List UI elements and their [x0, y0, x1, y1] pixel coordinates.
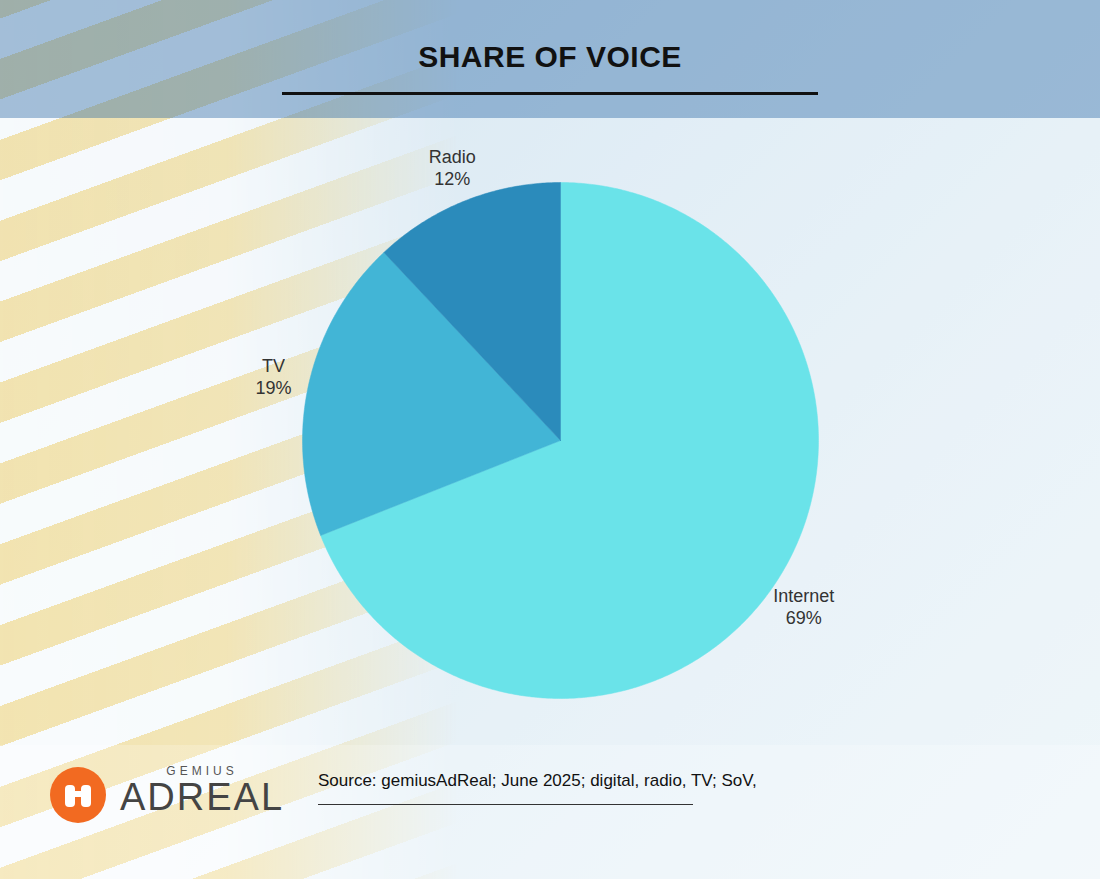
- svg-text:Radio12%: Radio12%: [429, 147, 476, 189]
- html-text:ADREAL: ADREAL: [120, 776, 285, 818]
- html-text:Source: gemiusAdReal; June 202: Source: gemiusAdReal; June 2025; digital…: [318, 771, 757, 790]
- html-text:GEMIUS: GEMIUS: [166, 764, 238, 778]
- html-text:SHARE OF VOICE: SHARE OF VOICE: [418, 40, 682, 73]
- svg-text:TV19%: TV19%: [255, 356, 291, 398]
- svg-text:Internet69%: Internet69%: [773, 586, 834, 628]
